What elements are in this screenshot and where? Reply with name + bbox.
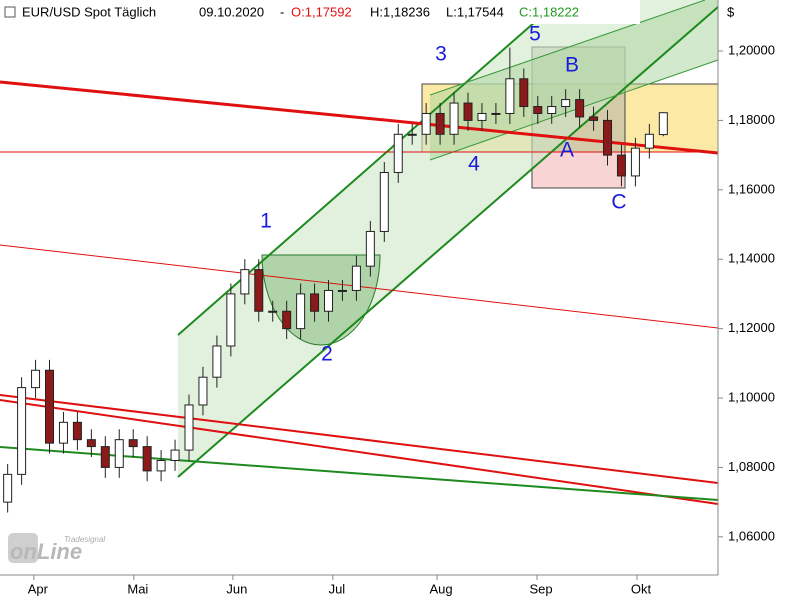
cup-shape [261,254,381,346]
wave-label: A [560,139,574,162]
channel-line [429,0,706,96]
header-sep: - [280,4,284,19]
candle-body [156,459,166,472]
x-tick-label: Apr [28,581,49,596]
wave-label: B [565,54,579,77]
y-tick-label: 1,20000 [728,42,775,57]
candle-body [45,369,55,444]
candle-body [463,102,473,121]
header-close: C:1,18222 [519,4,579,19]
trend-line [0,399,719,505]
logo-box [8,533,38,563]
candle-body [616,154,626,177]
y-axis-label: $ [727,4,735,19]
header-icon [4,6,16,18]
candle-body [198,376,208,406]
drawings [0,0,719,505]
candle-body [86,439,96,448]
candle-body [589,116,599,121]
candle-body [72,421,82,441]
y-tick-label: 1,06000 [728,528,775,543]
trend-line [0,80,719,155]
candle-body [3,473,13,503]
wave-label: 3 [435,43,447,66]
candle-body [296,293,306,330]
candle-body [337,289,347,292]
candle-body [505,78,515,114]
y-tick-label: 1,08000 [728,459,775,474]
candle-body [226,293,236,347]
candle-body [170,449,180,461]
channel-line [429,59,719,161]
candle-body [100,446,110,468]
candle-body [324,289,334,312]
candle-body [17,387,27,475]
candle-body [114,439,124,468]
x-tick-label: Jun [226,581,247,596]
logo-brand: Tradesignal [64,535,105,544]
header-bg [0,0,640,24]
candle-body [603,119,613,156]
candle-body [547,106,557,114]
candle-body [477,112,487,121]
candle-body [561,99,571,108]
header-high: H:1,18236 [370,4,430,19]
candle-body [421,112,431,135]
x-tick-label: Mai [127,581,148,596]
candle-body [449,102,459,135]
channel-fill-2 [430,0,718,160]
candle-body [351,265,361,291]
header-date: 09.10.2020 [199,4,264,19]
candle-body [212,345,222,378]
logo-name: onLine [10,539,82,564]
candle-body [142,446,152,472]
chart-title: EUR/USD Spot Täglich [22,4,156,19]
candle-body [658,112,668,136]
candle-body [379,171,389,232]
candle-body [268,310,278,313]
candle-body [58,421,68,444]
candle-body [407,133,417,136]
candle-body [519,78,529,108]
trend-line [0,394,719,484]
header-open: O:1,17592 [291,4,352,19]
x-tick-label: Jul [329,581,346,596]
x-tick-label: Okt [631,581,652,596]
channel-fill [178,0,718,477]
wave-label: 5 [529,23,541,46]
wave-label: C [611,191,626,214]
candle-body [491,112,501,115]
x-tick-label: Sep [529,581,552,596]
candle-body [282,310,292,330]
y-tick-label: 1,18000 [728,112,775,127]
candle-body [184,404,194,451]
candle-body [240,269,250,295]
candle-body [575,99,585,118]
wave-label: 2 [321,343,333,366]
candle-body [128,439,138,448]
y-tick-label: 1,12000 [728,320,775,335]
candle-body [393,133,403,173]
y-tick-label: 1,14000 [728,251,775,266]
header-low: L:1,17544 [446,4,504,19]
candle-body [254,269,264,312]
wave-label: 4 [468,153,480,176]
y-tick-label: 1,16000 [728,181,775,196]
candle-body [310,293,320,312]
candles [3,47,668,513]
candle-body [435,112,445,135]
y-tick-label: 1,10000 [728,389,775,404]
candle-body [31,369,41,389]
wave-label: 1 [260,210,272,233]
candle-body [533,106,543,114]
channel-line [177,6,719,478]
candle-body [630,147,640,177]
candle-body [644,133,654,149]
candle-body [365,230,375,267]
x-tick-label: Aug [429,581,452,596]
